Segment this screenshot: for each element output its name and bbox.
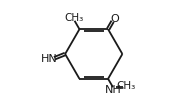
Text: NH: NH: [105, 85, 122, 95]
Text: O: O: [111, 14, 120, 24]
Text: HN: HN: [41, 54, 57, 64]
Text: CH₃: CH₃: [116, 81, 136, 91]
Text: CH₃: CH₃: [64, 13, 83, 23]
